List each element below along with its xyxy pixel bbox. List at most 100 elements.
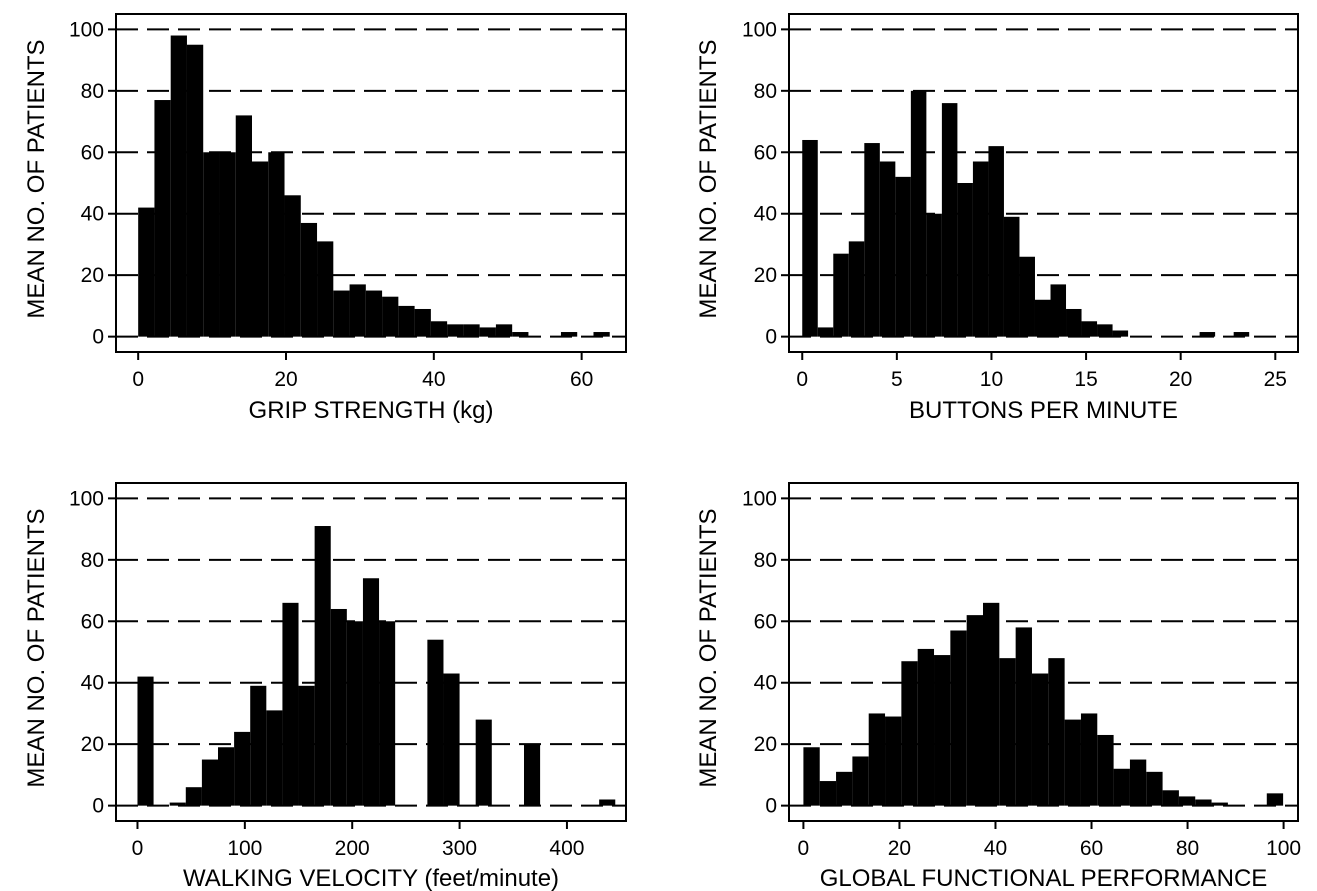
plot-frame xyxy=(115,13,627,353)
histogram-bar xyxy=(1048,658,1065,806)
x-tick-label: 60 xyxy=(570,368,593,391)
histogram-bar xyxy=(1097,324,1113,337)
y-tick-label: 20 xyxy=(81,264,104,287)
histogram-bar xyxy=(365,290,383,337)
histogram-bar xyxy=(982,602,1000,806)
x-tick-label: 0 xyxy=(796,368,808,391)
x-tick-label: 0 xyxy=(798,837,810,860)
y-tick-label: 20 xyxy=(754,733,777,756)
y-tick-label: 100 xyxy=(69,487,104,510)
histogram-bar xyxy=(599,799,616,806)
histogram-bar xyxy=(317,241,334,337)
x-tick-label: 400 xyxy=(549,837,584,860)
histogram-bar xyxy=(1097,734,1114,806)
histogram-bar xyxy=(593,332,610,337)
x-tick-label: 5 xyxy=(891,368,903,391)
histogram-bar xyxy=(1178,796,1196,806)
histogram-bar xyxy=(495,324,513,337)
histogram-bar xyxy=(1015,627,1032,806)
x-tick-label: 100 xyxy=(1266,837,1301,860)
histogram-bar xyxy=(934,655,951,806)
histogram-bar xyxy=(1081,321,1098,337)
histogram-bar xyxy=(1233,332,1250,337)
x-axis-title: BUTTONS PER MINUTE xyxy=(909,397,1178,424)
x-tick-label: 40 xyxy=(984,837,1007,860)
panel-buttons-per-minute: 0 20 40 60 80 100 0 5 10 15 20 25 BUTTONS PER MINUTE… xyxy=(695,13,1299,424)
histogram-bar xyxy=(957,183,973,337)
histogram-bar xyxy=(817,327,834,337)
histogram-bar xyxy=(1064,719,1081,806)
histogram-bar xyxy=(186,44,204,337)
panel-grip-strength: 0 20 40 60 80 100 0 20 40 60 GRIP STRENGTH (kg) MEA… xyxy=(23,13,627,424)
y-tick-label: 100 xyxy=(742,18,777,41)
histogram-bar xyxy=(926,213,942,337)
histogram-bar xyxy=(463,324,480,337)
histogram-bar xyxy=(362,578,380,806)
histogram-bar xyxy=(1162,790,1179,806)
x-tick-label: 60 xyxy=(1080,837,1103,860)
histogram-bar xyxy=(1031,673,1049,806)
histogram-bar xyxy=(398,305,415,337)
histogram-bar xyxy=(447,324,464,337)
histogram-bar xyxy=(988,146,1004,337)
histogram-bar xyxy=(848,241,865,337)
histogram-bar xyxy=(300,222,318,337)
histogram-bar xyxy=(999,658,1016,806)
histogram-bar xyxy=(560,332,578,337)
y-axis-title: MEAN NO. OF PATIENTS xyxy=(23,39,50,318)
x-tick-label: 20 xyxy=(274,368,297,391)
x-tick-label: 25 xyxy=(1264,368,1287,391)
y-tick-label: 60 xyxy=(81,610,104,633)
panel-global-functional-performance: 0 20 40 60 80 100 0 20 40 60 80 100 GLOBAL FUNCTIONA… xyxy=(695,482,1301,891)
histogram-bar xyxy=(346,621,363,806)
histogram-bar xyxy=(1199,332,1216,337)
histogram-bar xyxy=(414,308,431,337)
histogram-bar xyxy=(282,602,299,806)
x-tick-label: 15 xyxy=(1074,368,1097,391)
histogram-bar xyxy=(138,207,155,337)
histogram-bar xyxy=(479,327,496,337)
histogram-bar xyxy=(879,161,896,337)
histogram-bar xyxy=(475,719,492,806)
histogram-bar xyxy=(185,787,202,806)
x-tick-label: 0 xyxy=(132,368,144,391)
histogram-bar xyxy=(235,115,252,337)
histogram-bar xyxy=(1003,216,1020,337)
histogram-bar xyxy=(864,143,880,337)
histogram-bar xyxy=(430,321,448,337)
y-tick-label: 40 xyxy=(81,203,104,226)
histogram-bar xyxy=(1050,284,1067,337)
y-tick-label: 0 xyxy=(765,326,777,349)
histogram-bar xyxy=(966,615,983,806)
x-axis-title: GLOBAL FUNCTIONAL PERFORMANCE xyxy=(820,865,1268,891)
y-axis-title: MEAN NO. OF PATIENTS xyxy=(695,508,722,787)
histogram-bar xyxy=(268,152,285,337)
y-tick-label: 80 xyxy=(754,549,777,572)
x-tick-label: 0 xyxy=(132,837,144,860)
y-axis-title: MEAN NO. OF PATIENTS xyxy=(23,508,50,787)
y-tick-label: 20 xyxy=(81,733,104,756)
histogram-bar xyxy=(252,161,269,337)
histogram-bar xyxy=(803,747,820,806)
x-tick-label: 80 xyxy=(1176,837,1199,860)
y-tick-label: 60 xyxy=(754,141,777,164)
histogram-bar xyxy=(154,100,171,337)
histogram-bar xyxy=(910,90,927,337)
histogram-bar xyxy=(170,35,187,337)
histogram-bar xyxy=(284,195,301,337)
y-tick-label: 40 xyxy=(81,672,104,695)
histogram-bar xyxy=(833,253,849,337)
x-tick-label: 100 xyxy=(227,837,262,860)
plot-frame xyxy=(115,482,627,822)
panel-walking-velocity: 0 20 40 60 80 100 0 100 200 300 400 WALKING VELOCIT… xyxy=(23,482,627,891)
histogram-bar xyxy=(333,290,350,337)
y-tick-label: 100 xyxy=(69,18,104,41)
y-tick-label: 0 xyxy=(92,795,104,818)
x-tick-label: 300 xyxy=(442,837,477,860)
histogram-bar xyxy=(169,802,186,806)
y-tick-label: 40 xyxy=(754,203,777,226)
y-tick-label: 60 xyxy=(81,141,104,164)
histogram-bar xyxy=(1195,799,1212,806)
histogram-bar xyxy=(1034,299,1051,337)
